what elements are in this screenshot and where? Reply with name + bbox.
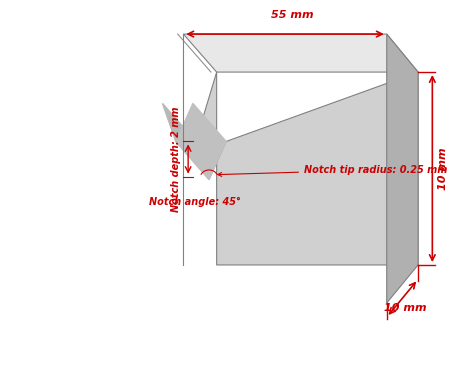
Polygon shape xyxy=(163,103,209,180)
Polygon shape xyxy=(183,34,418,72)
Text: 10 mm: 10 mm xyxy=(384,303,427,313)
Text: Notch depth: 2 mm: Notch depth: 2 mm xyxy=(171,106,181,212)
Polygon shape xyxy=(387,34,418,303)
Polygon shape xyxy=(196,72,418,265)
Text: 10 mm: 10 mm xyxy=(438,147,448,190)
Text: Notch tip radius: 0.25 mm: Notch tip radius: 0.25 mm xyxy=(218,165,447,176)
Text: Notch angle: 45°: Notch angle: 45° xyxy=(149,197,241,206)
Polygon shape xyxy=(176,103,226,180)
Text: 55 mm: 55 mm xyxy=(271,10,314,20)
